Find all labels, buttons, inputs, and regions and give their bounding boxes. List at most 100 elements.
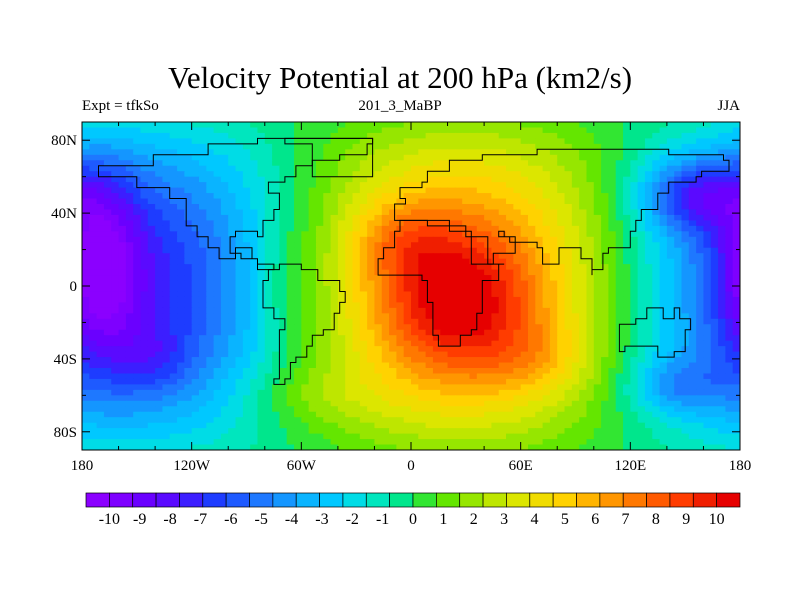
field-cell xyxy=(337,269,346,276)
field-cell xyxy=(242,378,251,385)
field-cell xyxy=(381,373,390,380)
field-cell xyxy=(440,384,449,391)
field-cell xyxy=(330,258,339,265)
field-cell xyxy=(432,225,441,232)
field-cell xyxy=(506,275,514,282)
field-cell xyxy=(242,198,251,205)
field-cell xyxy=(630,149,639,156)
field-cell xyxy=(330,340,339,347)
field-cell xyxy=(103,242,112,249)
field-cell xyxy=(250,389,259,396)
field-cell xyxy=(703,373,712,380)
field-cell xyxy=(674,384,683,391)
field-cell xyxy=(542,193,551,200)
field-cell xyxy=(608,318,617,325)
field-cell xyxy=(688,138,697,145)
field-cell xyxy=(403,362,412,369)
field-cell xyxy=(125,389,134,396)
field-cell xyxy=(220,368,229,375)
field-cell xyxy=(484,351,493,358)
field-cell xyxy=(330,368,339,375)
field-cell xyxy=(674,395,683,402)
field-cell xyxy=(177,209,185,216)
field-cell xyxy=(82,132,90,139)
field-cell xyxy=(527,395,536,402)
field-cell xyxy=(520,324,529,331)
field-cell xyxy=(644,329,653,336)
field-cell xyxy=(308,275,317,282)
field-cell xyxy=(674,122,683,129)
field-cell xyxy=(513,291,522,298)
field-cell xyxy=(257,329,266,336)
field-cell xyxy=(279,395,288,402)
field-cell xyxy=(688,187,697,194)
field-cell xyxy=(228,176,237,183)
field-cell xyxy=(725,269,734,276)
field-cell xyxy=(89,143,98,150)
field-cell xyxy=(542,286,551,293)
field-cell xyxy=(681,296,690,303)
field-cell xyxy=(586,122,595,129)
field-cell xyxy=(725,176,734,183)
field-cell xyxy=(315,406,324,413)
field-cell xyxy=(301,209,310,216)
field-cell xyxy=(659,417,668,424)
field-cell xyxy=(527,406,536,413)
field-cell xyxy=(557,122,566,129)
field-cell xyxy=(696,182,705,189)
field-cell xyxy=(396,307,405,314)
field-cell xyxy=(337,318,346,325)
field-cell xyxy=(308,231,317,238)
field-cell xyxy=(381,204,390,211)
field-cell xyxy=(257,149,266,156)
field-cell xyxy=(696,340,705,347)
field-cell xyxy=(520,253,529,260)
field-cell xyxy=(520,122,529,129)
field-cell xyxy=(535,411,544,418)
field-cell xyxy=(250,220,259,227)
field-cell xyxy=(418,214,427,221)
field-cell xyxy=(257,253,266,260)
field-cell xyxy=(198,286,207,293)
field-cell xyxy=(315,296,324,303)
field-cell xyxy=(506,351,514,358)
field-cell xyxy=(520,318,529,325)
field-cell xyxy=(264,362,273,369)
field-cell xyxy=(352,149,361,156)
field-cell xyxy=(323,122,332,129)
field-cell xyxy=(527,122,536,129)
field-cell xyxy=(593,193,602,200)
field-cell xyxy=(337,236,346,243)
field-cell xyxy=(498,225,507,232)
field-cell xyxy=(542,296,551,303)
field-cell xyxy=(147,253,156,260)
field-cell xyxy=(389,411,397,418)
field-cell xyxy=(688,395,697,402)
field-cell xyxy=(579,187,588,194)
field-cell xyxy=(213,236,222,243)
field-cell xyxy=(557,351,566,358)
field-cell xyxy=(286,122,295,129)
field-cell xyxy=(411,417,419,424)
field-cell xyxy=(732,204,740,211)
field-cell xyxy=(557,242,566,249)
field-cell xyxy=(520,236,529,243)
field-cell xyxy=(374,291,383,298)
field-cell xyxy=(242,291,251,298)
field-cell xyxy=(315,378,324,385)
field-cell xyxy=(535,236,544,243)
field-cell xyxy=(308,269,317,276)
field-cell xyxy=(630,264,639,271)
field-cell xyxy=(257,247,266,254)
field-cell xyxy=(666,400,675,407)
field-cell xyxy=(696,291,705,298)
field-cell xyxy=(681,127,690,134)
field-cell xyxy=(447,384,456,391)
field-cell xyxy=(133,242,142,249)
field-cell xyxy=(484,171,493,178)
field-cell xyxy=(696,335,705,342)
field-cell xyxy=(696,204,705,211)
field-cell xyxy=(228,329,237,336)
field-cell xyxy=(447,204,456,211)
field-cell xyxy=(184,127,193,134)
